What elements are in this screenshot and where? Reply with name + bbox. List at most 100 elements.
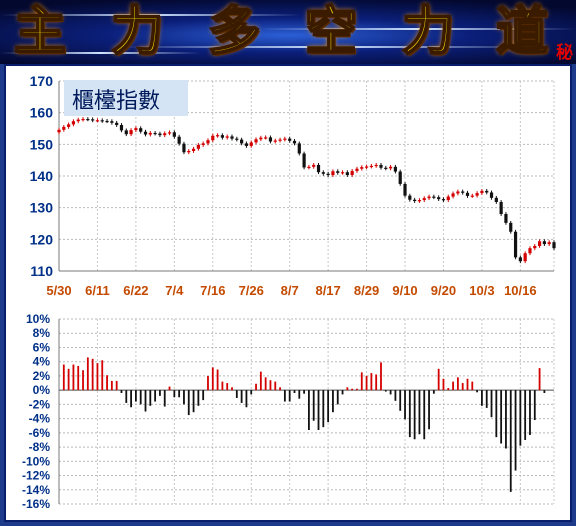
pct-bar	[437, 368, 440, 391]
pct-bar	[134, 390, 137, 402]
pct-bar	[533, 390, 536, 421]
candle-body	[278, 139, 282, 141]
pct-bar	[91, 358, 94, 391]
pct-tick-label: 0%	[33, 383, 51, 397]
pct-tick-label: 4%	[33, 355, 51, 369]
candle-body	[355, 168, 359, 171]
candle-body	[336, 171, 340, 173]
banner: 主 力 多 空 力 道 秘	[0, 0, 576, 64]
candle-body	[451, 193, 455, 197]
pct-bar	[96, 363, 99, 391]
banner-char-2: 力	[110, 1, 164, 63]
pct-bar	[259, 371, 262, 391]
chart-panel: 110 120 130 140 150 160 170 櫃檯指數 5/30 6/11 6/22 7/4…	[4, 64, 572, 522]
pct-bar	[514, 390, 517, 471]
pct-bar	[308, 390, 310, 430]
pct-bar	[173, 390, 176, 398]
pct-bar	[509, 390, 512, 492]
candle-body	[100, 120, 104, 122]
banner-char-6: 道	[495, 1, 549, 63]
candle-body	[191, 148, 196, 151]
candle-body	[71, 121, 76, 125]
candle-body	[331, 171, 335, 176]
pct-bar	[163, 390, 166, 407]
candle-body	[398, 171, 402, 184]
candle-body	[264, 137, 268, 139]
price-tick-label: 130	[30, 200, 54, 216]
pct-tick-label: -14%	[22, 483, 50, 497]
candle-body	[95, 120, 100, 122]
pct-bar	[317, 390, 320, 430]
pct-bar	[269, 380, 272, 391]
candle-body	[148, 132, 152, 135]
banner-secret-mark: 秘	[556, 43, 573, 63]
date-tick-label: 8/29	[354, 283, 379, 298]
date-tick-label: 6/22	[123, 283, 148, 298]
pct-bar	[183, 390, 185, 405]
pct-bar	[380, 362, 382, 391]
candle-body	[139, 128, 143, 132]
candle-body	[240, 139, 244, 144]
pct-bar	[413, 390, 416, 440]
light-streak	[260, 28, 576, 30]
light-streak	[0, 52, 200, 54]
pct-bar	[476, 390, 479, 393]
pct-bar	[130, 390, 132, 408]
candle-body	[235, 138, 239, 140]
candle-body	[110, 121, 114, 123]
date-tick-label: 9/10	[392, 283, 417, 298]
candle-body	[446, 196, 450, 201]
pct-bar	[524, 390, 527, 440]
pct-tick-label: 10%	[26, 312, 50, 326]
candle-body	[254, 139, 258, 143]
pct-bar	[192, 390, 195, 413]
pct-bar	[293, 390, 296, 393]
candle-body	[465, 192, 470, 196]
pct-bar	[154, 390, 157, 402]
date-tick-label: 7/16	[200, 283, 225, 298]
candle-body	[172, 132, 176, 137]
pct-bar	[360, 372, 363, 391]
pct-bar	[312, 390, 315, 421]
pct-tick-label: -6%	[29, 426, 51, 440]
candle-body	[422, 198, 426, 201]
pct-bar	[120, 390, 123, 393]
candle-body	[432, 196, 436, 198]
candle-body	[302, 153, 306, 168]
pct-tick-label: -16%	[22, 497, 50, 511]
pct-bar	[365, 375, 368, 391]
candle-body	[408, 195, 412, 200]
price-tick-label: 110	[30, 263, 53, 279]
pct-bar	[101, 360, 104, 391]
candle-body	[364, 166, 369, 168]
candle-body	[427, 196, 431, 199]
pct-bar	[231, 387, 233, 391]
candle-body	[437, 197, 441, 200]
pct-bar	[207, 375, 209, 391]
pct-bar	[226, 383, 229, 391]
pct-bar	[384, 390, 387, 392]
candle-body	[187, 150, 191, 153]
candle-body	[384, 167, 388, 169]
candle-body	[403, 183, 407, 196]
pct-bar	[264, 377, 267, 391]
pct-bar	[139, 390, 142, 405]
pct-bar	[327, 390, 330, 423]
candle-body	[273, 140, 277, 142]
pct-tick-label: -2%	[29, 397, 51, 411]
candle-body	[288, 138, 292, 141]
banner-char-1: 主	[13, 1, 67, 63]
candle-body	[134, 128, 138, 131]
candle-body	[167, 132, 172, 134]
pct-bar	[274, 381, 277, 391]
price-tick-label: 150	[30, 136, 54, 152]
candle-body	[345, 172, 349, 176]
candle-body	[379, 164, 383, 168]
candle-body	[537, 241, 542, 246]
candle-body	[158, 133, 162, 136]
candle-body	[67, 124, 71, 127]
date-tick-label: 8/17	[315, 283, 340, 298]
candle-body	[523, 253, 527, 262]
price-tick-label: 170	[30, 73, 54, 89]
candle-body	[91, 119, 95, 121]
